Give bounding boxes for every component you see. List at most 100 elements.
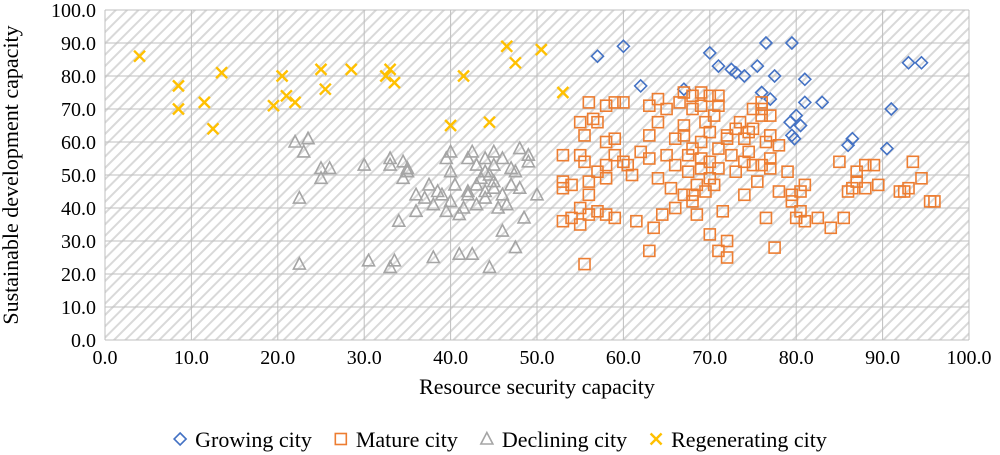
triangle-point (408, 203, 424, 218)
x-tick-label: 80.0 (779, 347, 814, 369)
square-point (915, 172, 928, 185)
triangle-point (460, 186, 476, 201)
square-point (565, 178, 578, 192)
square-point (763, 109, 777, 122)
square-point (621, 158, 635, 172)
square-point (643, 152, 656, 165)
triangle-point (382, 150, 398, 165)
diamond-point (633, 78, 648, 94)
square-point (617, 96, 630, 109)
square-point (643, 99, 656, 112)
square-point (867, 158, 881, 172)
square-point (738, 132, 751, 145)
square-point (556, 175, 570, 188)
square-point (694, 135, 708, 149)
square-point (686, 102, 699, 116)
triangle-point (408, 186, 424, 201)
y-tick-label: 0.0 (71, 330, 96, 352)
triangle-point (456, 199, 471, 214)
square-point (556, 181, 570, 195)
triangle-point (300, 130, 316, 145)
square-point (556, 148, 570, 162)
triangle-point (490, 199, 506, 214)
square-point (694, 99, 708, 112)
x-point (383, 63, 397, 76)
square-point (565, 211, 578, 225)
square-point (772, 185, 786, 198)
triangle-point (486, 156, 502, 171)
triangle-point (395, 153, 411, 168)
square-point (794, 185, 807, 198)
triangle-point (426, 249, 441, 264)
square-point (755, 158, 768, 172)
x-point (444, 119, 457, 132)
square-point (686, 142, 699, 155)
square-point (599, 135, 613, 149)
square-point (586, 112, 600, 126)
triangle-point (495, 186, 510, 201)
square-point (677, 86, 691, 99)
triangle-point (469, 196, 484, 211)
legend-diamond-marker (172, 431, 188, 447)
square-point (664, 181, 678, 195)
triangle-point (421, 176, 437, 191)
square-point (763, 152, 777, 165)
square-point (837, 211, 851, 225)
diamond-point (787, 131, 802, 146)
square-point (712, 99, 725, 112)
x-point (206, 122, 220, 136)
square-point (763, 162, 777, 175)
square-point (763, 129, 777, 142)
diamond-point (793, 118, 808, 133)
square-point (699, 115, 712, 129)
triangle-point (443, 193, 458, 208)
x-point (344, 63, 358, 76)
diamond-point (737, 68, 752, 84)
square-point (578, 155, 591, 169)
square-point (630, 214, 643, 228)
diamond-point (728, 65, 743, 80)
data-points (133, 35, 941, 274)
y-axis-ticks: 0.0 10.0 20.0 30.0 40.0 50.0 60.0 70.0 80.0 90.0 1… (51, 0, 96, 352)
x-point (198, 96, 211, 109)
square-point (556, 214, 570, 228)
square-point (759, 135, 773, 149)
y-axis-title: Sustainable development capacity (0, 25, 23, 324)
square-point (573, 148, 587, 162)
x-point (318, 82, 332, 96)
square-point (699, 185, 712, 198)
triangle-point (400, 163, 415, 178)
square-point (599, 158, 613, 172)
y-tick-label: 80.0 (61, 66, 96, 88)
square-point (582, 208, 596, 221)
y-tick-label: 60.0 (61, 132, 96, 154)
square-point (677, 129, 691, 142)
square-point (690, 178, 704, 192)
square-point (742, 145, 755, 159)
triangle-point (443, 163, 458, 178)
x-point (388, 76, 401, 89)
square-point (608, 132, 622, 145)
x-point (379, 69, 393, 83)
x-point (556, 86, 570, 99)
triangle-point (460, 150, 476, 165)
square-point (746, 158, 760, 172)
triangle-point (486, 173, 502, 188)
legend-square-marker (334, 432, 348, 446)
square-point (591, 115, 604, 129)
square-point (686, 188, 699, 202)
diamond-point (767, 68, 782, 84)
square-point (573, 218, 587, 231)
square-point (617, 155, 630, 169)
square-point (755, 102, 768, 116)
triangle-point (387, 252, 402, 267)
square-point (794, 205, 807, 218)
x-tick-label: 0.0 (93, 347, 118, 369)
triangle-point (447, 176, 463, 191)
triangle-point (469, 176, 484, 191)
legend-label: Regenerating city (671, 427, 827, 452)
triangle-point (521, 153, 536, 168)
triangle-point (434, 186, 450, 201)
square-point (591, 165, 604, 178)
